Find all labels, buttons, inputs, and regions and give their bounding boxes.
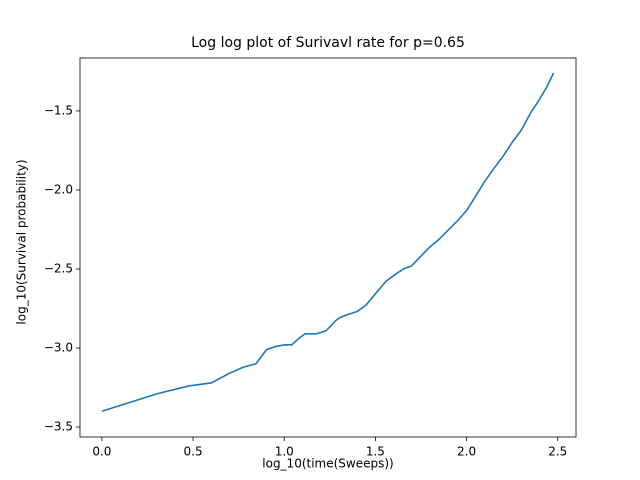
y-tick-label: −2.5	[44, 261, 73, 275]
y-tick-label: −1.5	[44, 103, 73, 117]
plot-frame	[79, 57, 577, 438]
x-tick-label: 1.5	[366, 445, 385, 459]
chart-title: Log log plot of Surivavl rate for p=0.65	[191, 35, 465, 51]
x-tick-label: 2.0	[457, 445, 476, 459]
y-tick-label: −3.5	[44, 420, 73, 434]
data-line	[101, 72, 555, 413]
y-tick-label: −2.0	[44, 182, 73, 196]
x-tick-label: 0.5	[184, 445, 203, 459]
x-tick-label: 2.5	[548, 445, 567, 459]
y-tick-label: −3.0	[44, 341, 73, 355]
x-tick-label: 1.0	[275, 445, 294, 459]
x-axis-label: log_10(time(Sweeps))	[262, 457, 393, 471]
y-axis-label: log_10(Survival probability)	[15, 159, 29, 324]
x-tick-label: 0.0	[92, 445, 111, 459]
